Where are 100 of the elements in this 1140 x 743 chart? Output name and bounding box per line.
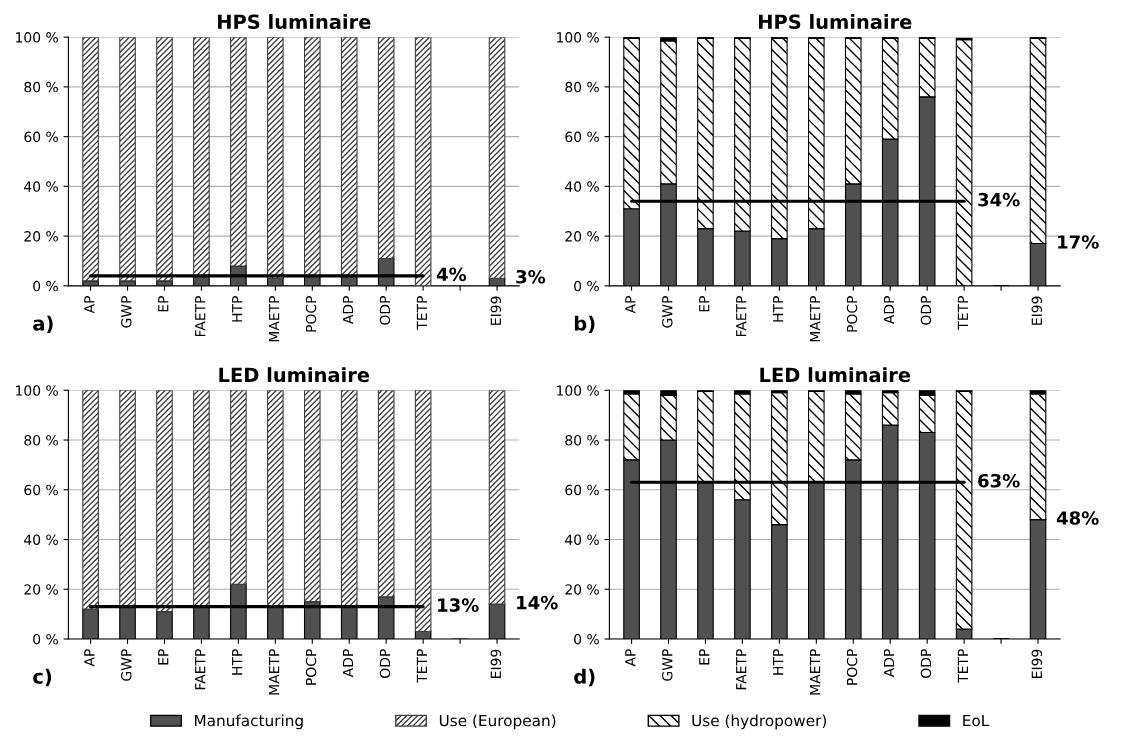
y-tick-label: 20 % (24, 231, 58, 242)
y-tick-label: 20 % (24, 584, 58, 595)
x-tick-label: HTP (773, 649, 784, 675)
annotation: 17% (1058, 235, 1099, 249)
y-tick-label: 60 % (24, 484, 58, 496)
ref-line-label: 4% (436, 267, 467, 282)
bar (303, 390, 321, 603)
x-tick-label: EP (699, 296, 710, 312)
ref-line-label: 13% (438, 598, 479, 612)
bar (488, 37, 506, 279)
x-tick-label: ADP (883, 296, 895, 325)
bar (340, 37, 358, 277)
x-tick-label: POCP (846, 649, 858, 685)
y-tick-label: 0 % (574, 280, 599, 292)
x-tick-label: MAETP (810, 649, 821, 695)
y-tick-label: 60 % (565, 131, 599, 143)
x-tick-label: GWP (662, 649, 673, 681)
y-tick-label: 100 % (557, 385, 599, 396)
bar (119, 37, 136, 282)
bar (82, 390, 99, 610)
annotation: 14% (517, 595, 558, 610)
bar (230, 390, 247, 585)
x-tick-label: AP (84, 649, 95, 667)
x-tick-label: MAETP (810, 296, 821, 342)
x-tick-label: TETP (416, 296, 427, 330)
x-tick-label: EI99 (490, 296, 502, 325)
chart-title: LED luminaire (219, 367, 370, 383)
x-tick-label: HTP (232, 649, 243, 675)
x-tick-label: ODP (379, 296, 391, 325)
x-tick-label: AP (625, 296, 636, 314)
x-tick-label: FAETP (736, 649, 747, 690)
x-tick-label: ODP (920, 296, 932, 325)
chart-title: LED luminaire (760, 367, 911, 383)
x-tick-label: EP (158, 649, 169, 665)
x-tick-label: AP (625, 649, 636, 667)
x-tick-label: FAETP (195, 649, 206, 690)
y-tick-label: 80 % (24, 81, 58, 93)
x-tick-label: ADP (883, 649, 895, 678)
x-tick-label: ODP (920, 649, 932, 678)
legend-label: Use (European) (439, 714, 556, 730)
bar (414, 390, 432, 633)
x-tick-label: MAETP (269, 296, 280, 342)
text: b) (574, 315, 595, 334)
x-tick-label: FAETP (736, 296, 747, 337)
y-tick-label: 100 % (16, 385, 58, 396)
x-tick-label: EI99 (490, 649, 502, 678)
x-tick-label: TETP (957, 296, 968, 330)
x-tick-label: ADP (342, 296, 354, 325)
y-tick-label: 0 % (33, 633, 58, 645)
x-tick-label: HTP (232, 296, 243, 322)
x-tick-label: GWP (121, 296, 132, 328)
chart-title: HPS luminaire (218, 14, 371, 30)
x-tick-label: GWP (121, 649, 132, 681)
ref-line-label: 63% (978, 473, 1020, 488)
x-tick-label: AP (84, 296, 95, 314)
y-tick-label: 60 % (565, 484, 599, 496)
ref-line-label: 34% (978, 192, 1020, 207)
bar (119, 390, 136, 608)
y-tick-label: 100 % (16, 32, 58, 43)
annotation: 3% (516, 269, 546, 284)
x-tick-label: GWP (662, 296, 673, 328)
x-tick-label: MAETP (269, 649, 280, 695)
x-tick-label: EP (699, 649, 710, 665)
x-tick-label: POCP (846, 296, 858, 332)
text: c) (33, 668, 52, 687)
legend-label: Manufacturing (194, 714, 303, 730)
bar (193, 390, 210, 608)
bar (267, 37, 284, 279)
y-tick-label: 0 % (33, 280, 58, 292)
x-tick-label: HTP (773, 296, 784, 322)
bar (156, 390, 173, 613)
y-tick-label: 20 % (565, 584, 599, 595)
y-tick-label: 20 % (565, 231, 599, 242)
bar (230, 37, 247, 267)
x-tick-label: EI99 (1031, 296, 1043, 325)
x-tick-label: FAETP (195, 296, 206, 337)
bar (488, 390, 506, 605)
x-tick-label: ODP (379, 649, 391, 678)
x-tick-label: TETP (957, 649, 968, 683)
legend-label: EoL (963, 714, 990, 727)
y-tick-label: 80 % (565, 81, 599, 93)
bar (303, 37, 321, 277)
text: d) (574, 668, 595, 687)
bar (193, 37, 210, 277)
bar (156, 37, 173, 282)
y-tick-label: 40 % (565, 181, 599, 192)
y-tick-label: 40 % (24, 181, 58, 192)
x-tick-label: EP (158, 296, 169, 312)
bar (414, 37, 432, 286)
bar (377, 390, 395, 598)
y-tick-label: 80 % (565, 435, 599, 446)
bar (267, 390, 284, 608)
y-tick-label: 100 % (557, 32, 599, 43)
text: a) (33, 315, 53, 334)
y-tick-label: 60 % (24, 131, 58, 143)
y-tick-label: 40 % (24, 534, 58, 545)
x-tick-label: ADP (342, 649, 354, 678)
x-tick-label: TETP (416, 649, 427, 683)
annotation: 48% (1056, 511, 1099, 525)
bar (377, 37, 395, 260)
